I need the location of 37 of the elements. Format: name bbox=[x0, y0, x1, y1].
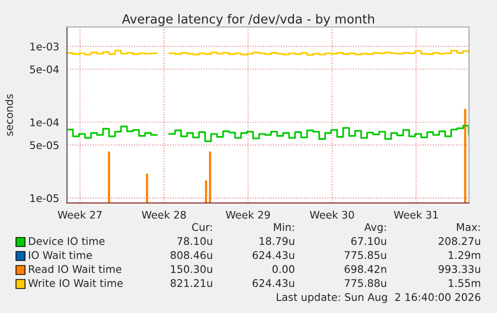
text: 993.33u bbox=[438, 265, 480, 274]
y-tick-label: 5e-05 bbox=[30, 141, 58, 150]
text: 208.27u bbox=[438, 237, 480, 246]
chart-title: Average latency for /dev/vda - by month bbox=[122, 14, 374, 26]
y-tick-label: 1e-03 bbox=[30, 42, 59, 50]
x-tick-label: Week 27 bbox=[58, 210, 102, 219]
text: 1.29m bbox=[448, 251, 480, 260]
text: 1.55m bbox=[448, 279, 480, 288]
text: 808.46u bbox=[170, 251, 212, 260]
text: 775.88u bbox=[344, 279, 386, 288]
legend-label: Write IO Wait time bbox=[28, 278, 123, 288]
x-tick-label: Week 31 bbox=[394, 210, 438, 219]
text: 150.30u bbox=[171, 265, 212, 274]
text: 0.00 bbox=[272, 265, 294, 274]
legend-label: IO Wait time bbox=[29, 250, 92, 260]
text: 775.85u bbox=[344, 251, 386, 260]
text: 624.43u bbox=[252, 279, 294, 288]
text: Max: bbox=[456, 223, 480, 232]
y-tick-label: 1e-05 bbox=[30, 194, 58, 202]
text: 18.79u bbox=[260, 237, 294, 246]
y-tick-label: 5e-04 bbox=[30, 65, 59, 74]
y-axis-title: seconds bbox=[4, 94, 14, 136]
y-tick-label: 1e-04 bbox=[30, 118, 59, 126]
text: 78.10u bbox=[177, 237, 212, 246]
x-tick-label: Week 30 bbox=[310, 210, 354, 219]
text: Avg: bbox=[364, 223, 386, 234]
text: Last update: Sun Aug 2 16:40:00 2026 bbox=[276, 292, 480, 304]
text: 821.21u bbox=[170, 279, 212, 288]
text: 624.43u bbox=[252, 251, 294, 260]
x-tick-label: Week 28 bbox=[142, 210, 186, 219]
text: Min: bbox=[274, 222, 294, 231]
legend-label: Read IO Wait time bbox=[29, 264, 122, 274]
text: 67.10u bbox=[351, 237, 386, 246]
legend-label: Device IO time bbox=[29, 236, 104, 246]
x-tick-label: Week 29 bbox=[226, 210, 270, 219]
text: 698.42n bbox=[344, 265, 386, 274]
text: Cur: bbox=[192, 223, 212, 232]
